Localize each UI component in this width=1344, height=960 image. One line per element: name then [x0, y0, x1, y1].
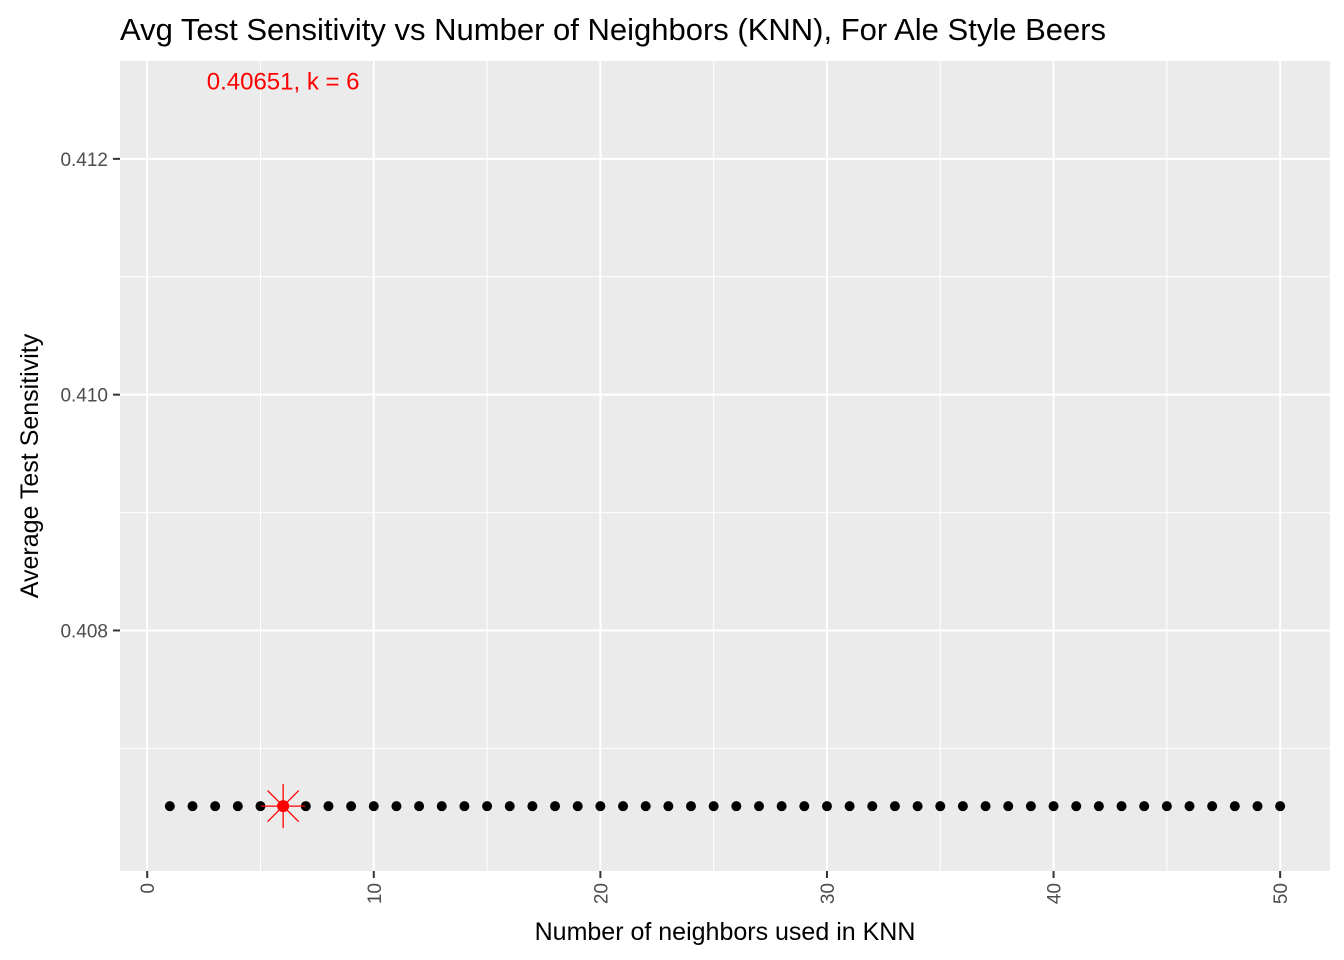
data-point — [504, 801, 515, 812]
data-point — [1071, 801, 1082, 812]
data-point — [255, 801, 266, 812]
data-point — [436, 801, 447, 812]
data-point — [686, 801, 697, 812]
data-point — [753, 801, 764, 812]
data-point — [867, 801, 878, 812]
data-point — [776, 801, 787, 812]
x-tick-label: 40 — [1045, 883, 1066, 904]
x-tick-label: 20 — [591, 883, 612, 904]
major-gridlines — [120, 61, 1330, 871]
data-point — [731, 801, 742, 812]
data-point — [980, 801, 991, 812]
data-point — [1048, 801, 1059, 812]
data-point — [482, 801, 493, 812]
data-point — [618, 801, 629, 812]
data-point — [459, 801, 470, 812]
data-point — [935, 801, 946, 812]
x-tick-label: 30 — [818, 883, 839, 904]
highlight-point — [277, 800, 290, 813]
data-point — [323, 801, 334, 812]
data-point — [368, 801, 379, 812]
best-k-highlight — [261, 784, 306, 829]
plot-panel — [120, 61, 1330, 871]
y-axis: 0.408 0.410 0.412 — [60, 150, 120, 642]
data-point — [391, 801, 402, 812]
data-point — [889, 801, 900, 812]
y-tick-label: 0.408 — [60, 621, 108, 642]
data-point — [1025, 801, 1036, 812]
data-point — [844, 801, 855, 812]
best-k-annotation: 0.40651, k = 6 — [207, 68, 360, 95]
data-point — [1275, 801, 1286, 812]
x-tick-label: 10 — [365, 883, 386, 904]
data-point — [210, 801, 221, 812]
data-point — [1139, 801, 1150, 812]
y-axis-label: Average Test Sensitivity — [16, 333, 44, 598]
data-point — [527, 801, 538, 812]
x-tick-label: 50 — [1271, 883, 1292, 904]
data-point — [187, 801, 198, 812]
data-point — [663, 801, 674, 812]
data-point — [1161, 801, 1172, 812]
chart-title: Avg Test Sensitivity vs Number of Neighb… — [120, 12, 1106, 47]
data-point — [1116, 801, 1127, 812]
data-point — [595, 801, 606, 812]
data-point — [708, 801, 719, 812]
data-point — [1207, 801, 1218, 812]
data-point — [1252, 801, 1263, 812]
data-point — [414, 801, 425, 812]
data-point — [550, 801, 561, 812]
data-point — [1093, 801, 1104, 812]
y-tick-label: 0.412 — [60, 150, 108, 171]
data-point — [912, 801, 923, 812]
data-point — [1003, 801, 1014, 812]
data-point — [640, 801, 651, 812]
data-point — [346, 801, 357, 812]
data-point — [1229, 801, 1240, 812]
data-point — [1184, 801, 1195, 812]
data-point — [572, 801, 583, 812]
y-tick-label: 0.410 — [60, 386, 108, 407]
data-point — [799, 801, 810, 812]
data-point — [300, 801, 311, 812]
data-point — [957, 801, 968, 812]
minor-gridlines — [120, 61, 1330, 871]
data-points — [164, 801, 1286, 812]
data-point — [232, 801, 243, 812]
data-point — [821, 801, 832, 812]
x-axis: 0 10 20 30 40 50 — [138, 871, 1292, 904]
x-axis-label: Number of neighbors used in KNN — [535, 918, 916, 946]
data-point — [164, 801, 175, 812]
x-tick-label: 0 — [138, 883, 159, 894]
